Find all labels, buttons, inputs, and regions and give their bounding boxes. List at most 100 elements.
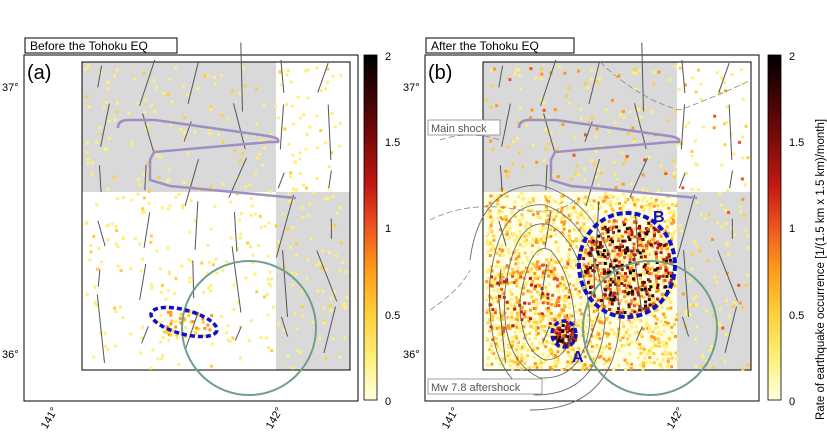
lon-label-142-b: 142° [665, 406, 687, 432]
seismicity-cell [491, 308, 495, 312]
seismicity-cell [565, 205, 569, 209]
colorbar-tick-a-0.5: 0.5 [385, 310, 400, 322]
seismicity-cell [601, 232, 605, 236]
strain-bar [544, 212, 552, 248]
seismicity-cell [255, 156, 259, 160]
seismicity-cell [489, 241, 493, 245]
seismicity-cell [555, 315, 559, 318]
seismicity-cell [524, 266, 528, 270]
seismicity-cell [531, 237, 535, 241]
seismicity-cell [615, 264, 619, 268]
seismicity-cell [290, 104, 294, 108]
seismicity-cell [574, 352, 577, 356]
seismicity-cell [531, 143, 535, 147]
seismicity-cell [551, 209, 555, 213]
seismicity-cell [746, 363, 750, 367]
seismicity-cell [618, 207, 622, 210]
seismicity-cell [522, 325, 526, 329]
seismicity-cell [673, 284, 677, 288]
seismicity-cell [650, 346, 654, 350]
seismicity-cell [533, 346, 537, 350]
seismicity-cell [619, 250, 623, 254]
seismicity-cell [619, 338, 623, 342]
seismicity-cell [572, 304, 576, 308]
seismicity-cell [114, 242, 118, 246]
seismicity-cell [666, 365, 670, 369]
seismicity-cell [663, 220, 667, 223]
seismicity-cell [540, 328, 544, 331]
seismicity-cell [692, 297, 696, 301]
seismicity-cell [501, 317, 505, 321]
seismicity-cell [493, 67, 497, 71]
seismicity-cell [732, 301, 736, 305]
seismicity-cell [720, 163, 724, 167]
seismicity-cell [664, 296, 668, 300]
seismicity-cell [669, 210, 673, 214]
seismicity-cell [659, 164, 663, 167]
seismicity-cell [607, 235, 611, 239]
seismicity-cell [100, 132, 104, 136]
seismicity-cell [318, 337, 322, 341]
seismicity-cell [535, 328, 538, 332]
seismicity-cell [639, 239, 643, 243]
seismicity-cell [102, 105, 106, 109]
seismicity-cell [590, 236, 594, 240]
seismicity-cell [647, 294, 651, 298]
seismicity-cell [546, 268, 550, 272]
seismicity-cell [515, 269, 519, 273]
strain-bar [683, 250, 689, 318]
seismicity-cell [549, 309, 553, 313]
seismicity-cell [661, 204, 665, 208]
seismicity-cell [513, 331, 517, 334]
seismicity-cell [696, 188, 700, 192]
seismicity-cell [280, 83, 284, 87]
seismicity-cell [582, 201, 586, 205]
strain-bar [96, 294, 105, 363]
seismicity-cell [616, 317, 620, 321]
seismicity-cell [550, 324, 553, 328]
seismicity-cell [559, 194, 563, 198]
seismicity-cell [612, 350, 615, 354]
seismicity-cell [168, 270, 171, 274]
seismicity-cell [598, 345, 602, 349]
seismicity-cell [611, 249, 615, 253]
seismicity-cell [615, 292, 619, 296]
seismicity-cell [171, 329, 175, 333]
seismicity-cell [655, 240, 659, 244]
seismicity-cell [640, 288, 644, 292]
seismicity-cell [590, 285, 594, 289]
seismicity-cell [489, 248, 493, 252]
seismicity-cell [628, 334, 632, 338]
seismicity-cell [579, 116, 583, 120]
seismicity-cell [294, 254, 298, 257]
seismicity-cell [627, 291, 631, 294]
seismicity-cell [603, 210, 607, 214]
seismicity-cell [531, 281, 535, 285]
panel-title-a: Before the Tohoku EQ [30, 39, 148, 53]
seismicity-cell [108, 119, 112, 123]
seismicity-cell [504, 215, 508, 219]
seismicity-cell [627, 287, 631, 291]
seismicity-cell [648, 206, 652, 210]
seismicity-cell [568, 229, 571, 233]
seismicity-cell [668, 324, 671, 327]
seismicity-cell [594, 149, 598, 153]
seismicity-cell [164, 297, 168, 301]
colorbar-tick-a-2: 2 [385, 51, 391, 63]
seismicity-cell [543, 159, 546, 162]
seismicity-cell [599, 316, 602, 320]
seismicity-cell [283, 127, 287, 131]
seismicity-cell [308, 202, 312, 205]
seismicity-cell [558, 326, 562, 330]
panel-a: Before the Tohoku EQ (a) 37° 36° 141° 14… [2, 37, 359, 431]
seismicity-cell [220, 315, 223, 318]
seismicity-cell [639, 115, 643, 119]
seismicity-cell [607, 219, 611, 223]
seismicity-cell [534, 298, 538, 302]
strain-bar [499, 165, 503, 193]
seismicity-cell [495, 195, 499, 199]
seismicity-cell [555, 273, 559, 277]
seismicity-cell [290, 226, 294, 230]
seismicity-cell [595, 175, 598, 179]
seismicity-cell [599, 271, 603, 275]
